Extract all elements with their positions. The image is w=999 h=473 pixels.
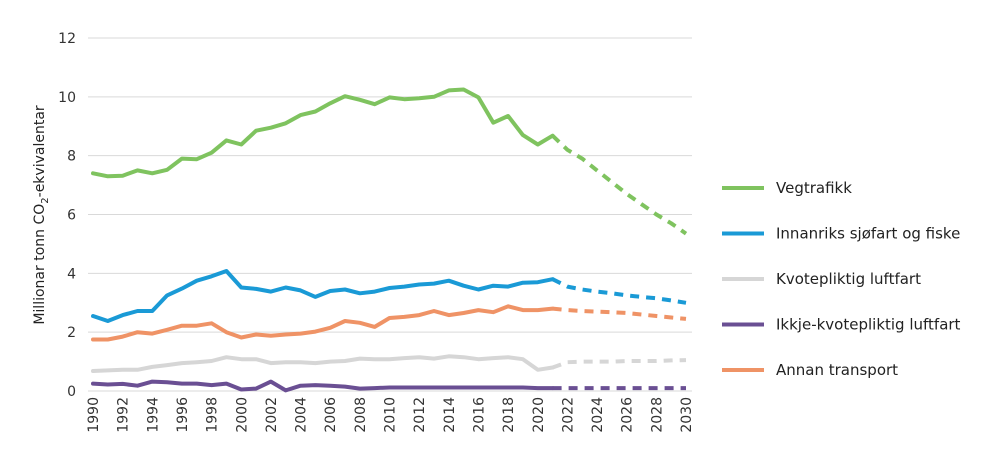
x-tick-label-1994: 1994 xyxy=(145,397,161,433)
x-tick-label-2008: 2008 xyxy=(353,397,369,433)
x-tick-label-2028: 2028 xyxy=(649,397,665,433)
x-tick-label-2000: 2000 xyxy=(234,397,250,433)
series-line-historical-3 xyxy=(91,379,555,393)
x-tick-label-2014: 2014 xyxy=(442,397,458,433)
legend-item-0: Vegtrafikk xyxy=(722,179,852,197)
x-tick-label-2024: 2024 xyxy=(590,397,606,433)
x-tick-label-2022: 2022 xyxy=(560,397,576,433)
legend-label-4: Annan transport xyxy=(776,361,898,379)
series-2 xyxy=(91,354,687,373)
y-tick-label-6: 6 xyxy=(67,208,76,224)
y-tick-label-0: 0 xyxy=(67,384,76,400)
legend-item-1: Innanriks sjøfart og fiske xyxy=(722,225,960,243)
legend-label-3: Ikkje-kvotepliktig luftfart xyxy=(776,316,961,334)
gridlines xyxy=(88,37,692,392)
series-lines xyxy=(91,87,688,393)
x-axis-ticks: 1990 1992 1994 1996 1998 2000 2002 2004 2006 2008… xyxy=(86,397,695,433)
x-tick-label-1996: 1996 xyxy=(175,397,191,433)
series-line-historical-1 xyxy=(91,269,555,323)
y-tick-label-2: 2 xyxy=(67,325,76,341)
legend-item-3: Ikkje-kvotepliktig luftfart xyxy=(722,316,961,334)
y-tick-label-4: 4 xyxy=(67,266,76,282)
y-axis-label: Millionar tonn CO2-ekvivalentar xyxy=(32,105,51,325)
series-line-projection-0 xyxy=(551,134,688,236)
legend-label-0: Vegtrafikk xyxy=(776,179,852,197)
x-tick-label-1990: 1990 xyxy=(86,397,102,433)
y-axis-ticks: 0 2 4 6 8 10 12 xyxy=(58,31,76,400)
x-tick-label-2012: 2012 xyxy=(412,397,428,433)
x-tick-label-2018: 2018 xyxy=(501,397,517,433)
legend-item-2: Kvotepliktig luftfart xyxy=(722,270,921,288)
x-tick-label-2030: 2030 xyxy=(679,397,695,433)
series-1 xyxy=(91,269,687,323)
series-line-projection-1 xyxy=(551,277,687,305)
legend-label-1: Innanriks sjøfart og fiske xyxy=(776,225,960,243)
x-tick-label-2006: 2006 xyxy=(323,397,339,433)
x-tick-label-2010: 2010 xyxy=(383,397,399,433)
series-line-historical-4 xyxy=(91,304,555,342)
legend-label-2: Kvotepliktig luftfart xyxy=(776,270,921,288)
legend: Vegtrafikk Innanriks sjøfart og fiske Kvot… xyxy=(722,179,961,379)
x-tick-label-2026: 2026 xyxy=(620,397,636,433)
x-tick-label-2002: 2002 xyxy=(264,397,280,433)
x-tick-label-2020: 2020 xyxy=(531,397,547,433)
x-tick-label-2004: 2004 xyxy=(294,397,310,433)
y-tick-label-8: 8 xyxy=(67,149,76,165)
x-tick-label-1998: 1998 xyxy=(205,397,221,433)
y-tick-label-12: 12 xyxy=(58,31,76,47)
series-line-projection-4 xyxy=(552,306,687,321)
series-3 xyxy=(91,379,686,393)
x-tick-label-1992: 1992 xyxy=(116,397,132,433)
series-4 xyxy=(91,304,687,342)
series-line-historical-2 xyxy=(91,354,555,373)
legend-item-4: Annan transport xyxy=(722,361,898,379)
y-tick-label-10: 10 xyxy=(58,90,76,106)
series-0 xyxy=(91,87,688,236)
series-line-historical-0 xyxy=(91,87,555,179)
x-tick-label-2016: 2016 xyxy=(471,397,487,433)
series-line-projection-2 xyxy=(551,358,687,370)
